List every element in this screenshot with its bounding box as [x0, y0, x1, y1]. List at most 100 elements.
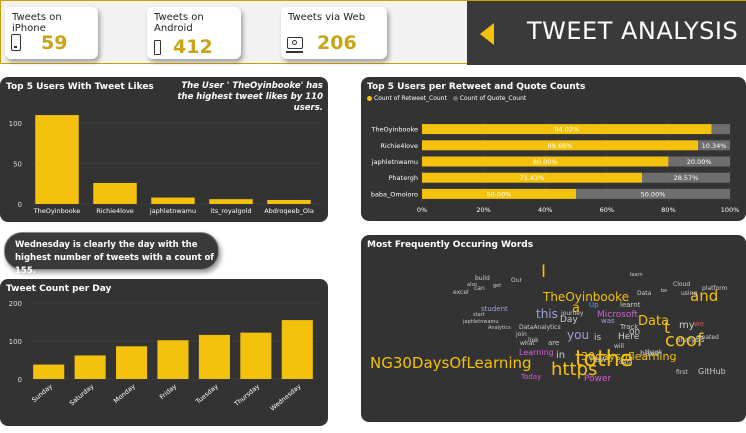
- word: you: [567, 328, 589, 342]
- word: will: [614, 343, 624, 350]
- day-panel: Tweet Count per Day 0 100 200 Sunday Saturda…: [0, 279, 328, 426]
- likes-panel: Top 5 Users With Tweet Likes The User ' …: [0, 77, 328, 222]
- x-tick-label: japhletnwamu: [149, 207, 196, 215]
- word: DataAnalytics: [519, 324, 561, 331]
- word: we: [694, 320, 704, 328]
- word: thank: [645, 349, 663, 356]
- bar: [267, 199, 311, 204]
- word: Our: [511, 277, 523, 284]
- word: also: [467, 282, 477, 288]
- data-label: 89.66%: [548, 142, 573, 150]
- legend-swatch-quote: [452, 96, 458, 101]
- x-tick-label: Abdroqeeb_Ola: [264, 207, 314, 215]
- bar: [281, 320, 313, 379]
- y-tick-label: 50: [13, 161, 22, 169]
- y-tick-label: baba_Omoloro: [371, 190, 418, 198]
- callout-text: Wednesday is clearly the day with the hi…: [15, 240, 215, 276]
- word: tothe: [575, 347, 633, 372]
- panel-title: Top 5 Users per Retweet and Quote Counts: [367, 82, 586, 92]
- word: learn: [630, 272, 643, 278]
- word: Power: [584, 374, 612, 384]
- y-tick-label: 0: [18, 376, 22, 384]
- word: Data: [638, 314, 669, 329]
- word: in: [556, 350, 565, 361]
- data-label: 80.00%: [533, 158, 558, 166]
- word: what: [520, 340, 535, 347]
- word: are: [548, 339, 559, 347]
- data-label: 28.57%: [674, 174, 699, 182]
- word: start: [473, 312, 485, 318]
- legend-label: Count of Retweet_Count: [374, 95, 447, 102]
- word: coof: [665, 330, 704, 351]
- word: analysis: [676, 336, 705, 344]
- x-tick-label: Monday: [112, 382, 137, 405]
- y-tick-label: 200: [9, 300, 22, 308]
- bar: [35, 115, 79, 204]
- kpi-value: 412: [173, 36, 213, 58]
- bar: [198, 334, 230, 379]
- y-tick-label: 100: [9, 120, 22, 128]
- panel-title: Tweet Count per Day: [6, 284, 112, 294]
- word: GitHub: [698, 367, 726, 376]
- phone-icon: [11, 34, 21, 51]
- chart-legend: Count of Retweet_Count Count of Quote_Co…: [367, 95, 526, 102]
- word: Microsoft: [597, 310, 638, 320]
- x-tick-label: Wednesday: [269, 382, 303, 412]
- word: Analytics: [488, 325, 511, 331]
- word: 30daysoflearning: [581, 350, 676, 363]
- word: Track: [619, 323, 639, 331]
- y-tick-label: Richie4love: [380, 142, 418, 150]
- kpi-label: Tweets via Web: [288, 12, 366, 23]
- legend-swatch-retweet: [367, 96, 372, 101]
- kpi-card-iphone[interactable]: Tweets on iPhone 59: [5, 7, 98, 59]
- header-bar: Tweets on iPhone 59 Tweets on Android 41…: [0, 0, 746, 65]
- x-tick-label: 20%: [476, 206, 490, 214]
- word: Today: [520, 373, 541, 381]
- likes-chart: 0 50 100 TheOyinbooke Richie4love japhletnwam…: [9, 115, 318, 215]
- x-tick-label: 80%: [661, 206, 675, 214]
- bar-retweet: [422, 140, 699, 151]
- word: https: [551, 359, 597, 380]
- data-label: 50.00%: [641, 190, 666, 198]
- day-chart: 0 100 200 Sunday Saturday Monday Friday Tuesday…: [9, 300, 318, 413]
- data-label: 50.00%: [487, 190, 512, 198]
- kpi-card-android[interactable]: Tweets on Android 412: [147, 7, 241, 59]
- legend-label: Count of Quote_Count: [459, 95, 527, 102]
- word: Learning: [519, 348, 554, 357]
- word: learnt: [620, 301, 641, 309]
- data-label: 71.43%: [520, 174, 545, 182]
- word: japhletnwamu: [462, 319, 499, 325]
- retweet-panel: Top 5 Users per Retweet and Quote Counts…: [361, 77, 746, 221]
- insight-callout: Wednesday is clearly the day with the hi…: [4, 232, 219, 276]
- y-tick-label: japhletnwamu: [371, 158, 418, 166]
- kpi-card-web[interactable]: Tweets via Web 206: [281, 7, 387, 59]
- y-tick-label: 100: [9, 338, 22, 346]
- word: be: [661, 288, 667, 294]
- word: my: [679, 320, 695, 331]
- back-arrow-icon[interactable]: [480, 23, 494, 45]
- word: was: [601, 317, 615, 325]
- word: student: [481, 305, 508, 313]
- x-tick-label: its_royalgold: [210, 207, 251, 215]
- x-tick-label: 40%: [538, 206, 552, 214]
- bar: [209, 199, 253, 204]
- panel-title: Most Frequently Occuring Words: [367, 240, 534, 250]
- word: journey: [560, 310, 584, 317]
- word: get: [493, 283, 501, 289]
- x-tick-label: 0%: [417, 206, 427, 214]
- likes-note: The User ' TheOyinbooke' has the highest…: [177, 81, 323, 113]
- x-tick-label: Friday: [158, 382, 178, 401]
- bar-quote: [698, 140, 730, 151]
- word: I: [541, 262, 546, 282]
- x-tick-label: 100%: [721, 206, 740, 214]
- bar: [93, 182, 137, 204]
- bar: [116, 346, 148, 379]
- kpi-value: 59: [41, 32, 68, 54]
- x-tick-label: Tuesday: [194, 382, 220, 406]
- word: Day: [560, 315, 578, 325]
- word: can: [474, 285, 485, 292]
- kpi-label: Tweets on Android: [154, 12, 204, 34]
- bar: [157, 340, 189, 379]
- x-tick-label: TheOyinbooke: [33, 207, 81, 215]
